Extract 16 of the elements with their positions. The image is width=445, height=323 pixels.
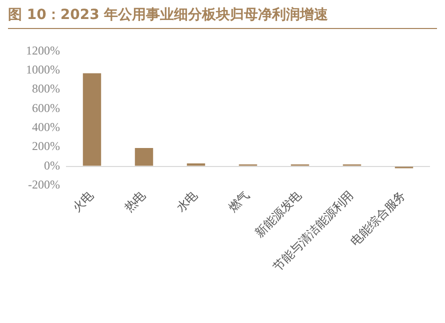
x-tick-label: 热电 (121, 188, 148, 215)
y-tick-label: 400% (32, 120, 60, 134)
y-tick-label: 600% (32, 100, 60, 115)
x-tick-label: 水电 (173, 188, 200, 215)
y-tick-label: 800% (32, 82, 60, 96)
x-tick-label: 燃气 (225, 188, 252, 215)
bar (134, 148, 154, 166)
y-tick-label: 200% (32, 139, 60, 154)
y-tick-label: 1000% (26, 62, 60, 77)
y-tick-label: -200% (28, 178, 60, 192)
bar (82, 73, 102, 166)
x-tick-label: 火电 (69, 188, 96, 215)
y-tick-label: 0% (44, 158, 60, 172)
y-tick-label: 1200% (26, 43, 60, 58)
chart-title: 图 10：2023 年公用事业细分板块归母净利润增速 (8, 6, 437, 29)
bar (186, 163, 206, 166)
